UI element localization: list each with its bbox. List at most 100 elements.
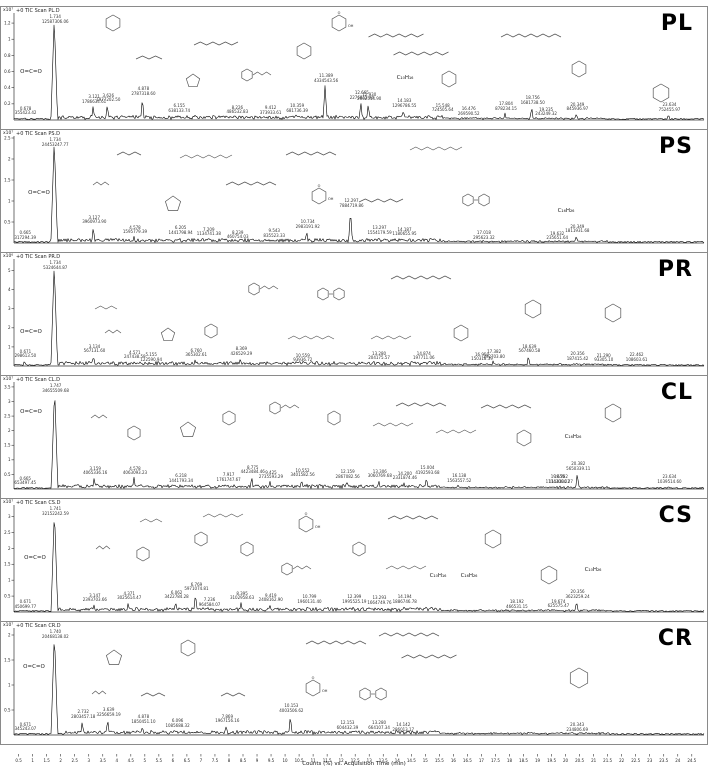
zigzag-structure [140,692,166,697]
x-tick-label: 20 [563,758,569,763]
hexagon-structure [453,324,469,342]
peak-area: 752455.97 [658,107,681,113]
y-tick-label: 2.5 [4,413,11,418]
co2-structure: O=C=O [20,409,42,415]
hexagon-structure [516,429,532,447]
peak-label: 0.665 653497.45 [14,476,36,486]
peak-retention-time: 17.382 [487,348,502,354]
peak-label: 7.209 1134741.38 [197,227,221,237]
hexagon-structure [296,42,312,60]
peak-area: 3623259.24 [565,593,590,599]
hexagon-ring [248,282,260,296]
zigzag-structure [225,181,277,186]
peak-label: 4.578 4063093.23 [123,466,147,476]
x-tick-label: 8 [228,758,231,763]
peak-retention-time: 18.756 [525,94,540,100]
peak-label: 12.930 2062514.90 [357,92,381,102]
zigzag-structure [287,335,335,340]
peak-label: 20.356 187415.42 [567,351,589,361]
peak-retention-time: 7.236 [203,597,216,603]
peak-area: 2393703.66 [82,597,107,603]
zigzag-structure [378,632,440,637]
peak-label: 13.297 1554179.59 [367,225,391,235]
peak-retention-time: 4.878 [137,85,150,91]
peak-label: 22.462 108603.61 [626,353,648,362]
hexagon-structure [240,541,254,557]
peak-label: 16.476 269590.52 [458,107,480,116]
peak-label: 14.187 1180655.95 [392,227,416,237]
zigzag-structure [90,414,108,419]
tic-trace [13,522,705,612]
zigzag-structure [385,565,427,570]
peak-retention-time: 9.543 [268,227,280,233]
peak-retention-time: 13.293 [372,595,387,601]
peak-label: 1.734 24453247.77 [42,137,69,147]
peak-retention-time: 20.356 [570,588,585,594]
formula-structure: C₁₀H₁₆ [397,75,415,81]
peak-retention-time: 0.678 [19,105,32,111]
peak-label: 6.062 3422784.28 [165,589,189,600]
peak-label: 8.775 4423484.46 [240,464,265,475]
x-tick-label: 15 [423,758,429,763]
peak-label: 13.280 204175.57 [368,350,390,361]
peak-area: 7884719.86 [339,202,364,208]
oxygen-label: O [305,512,308,516]
zigzag-chain [287,335,335,340]
zigzag-structure [500,33,562,38]
zigzag-structure [401,654,457,659]
zigzag-structure [95,545,111,550]
peak-area: 4423484.46 [240,469,265,475]
hexagon-structure [540,565,558,585]
zigzag-structure [285,151,337,156]
peak-area: 1786634.61 [82,98,107,104]
peak-retention-time: 12.153 [340,720,355,726]
peak-retention-time: 3.127 [88,214,100,220]
peak-retention-time: 13.280 [372,350,387,356]
peak-label: 14.194 1886746.78 [393,595,417,604]
y-tick-label: 1 [8,198,11,203]
peak-area: 5971074.81 [184,586,209,592]
x-tick-label: 22 [619,758,625,763]
formula-label: C₁₆H₂₆ [461,573,479,579]
peak-label: 15.548 724505.64 [432,103,454,113]
peak-label: 8.226 486532.83 [226,105,248,115]
y-tick-label: 1.5 [4,657,11,662]
peak-retention-time: 6.760 [190,347,202,353]
zigzag-chain [94,305,118,310]
peak-retention-time: 8.395 [236,590,248,596]
peak-area: 3401582.56 [290,472,315,478]
peak-retention-time: 18.192 [509,599,524,604]
peak-area: 4003506.62 [279,708,304,714]
peak-label: 3.121 1786634.61 [82,94,107,104]
zigzag-chain [385,565,427,570]
peak-area: 625575.47 [547,603,570,609]
pentagon-structure [105,649,123,665]
y-tick-label: 2.5 [4,135,11,140]
peak-label: 14.200 2331874.46 [393,471,417,481]
peak-area: 1960131.40 [297,598,322,604]
peak-label: 4.578 1595779.39 [123,225,147,235]
y-tick-label: 0.5 [4,707,11,712]
pentagon-ring [185,73,201,88]
formula-label: C₁₆H₂₆ [558,208,576,214]
hexagon-ring [652,83,670,103]
peak-retention-time: 19.235 [539,106,554,112]
x-tick-label: 2.5 [72,758,79,763]
peak-retention-time: 8.369 [235,346,248,352]
pentagon-ring [160,327,176,342]
x-tick-label: 7.5 [212,758,219,763]
hextail-structure [269,401,300,415]
hexagon-ring [136,546,150,562]
peak-retention-time: 8.775 [246,464,259,470]
y-tick-label: 2 [8,632,11,637]
peak-area: 317294.39 [14,234,37,240]
oxygen-label: O [312,676,315,680]
peak-area: 1296786.55 [392,102,417,108]
peak-retention-time: 6.062 [170,589,183,595]
peak-area: 20468138.02 [42,633,69,639]
scan-label: +0 TIC Scan CR.D [16,623,61,629]
peak-label: 4.371 3025614.47 [117,591,141,601]
x-tick-label: 18 [507,758,513,763]
zigzag-chain [387,515,439,520]
peak-label: 21.290 93305.10 [594,353,613,363]
